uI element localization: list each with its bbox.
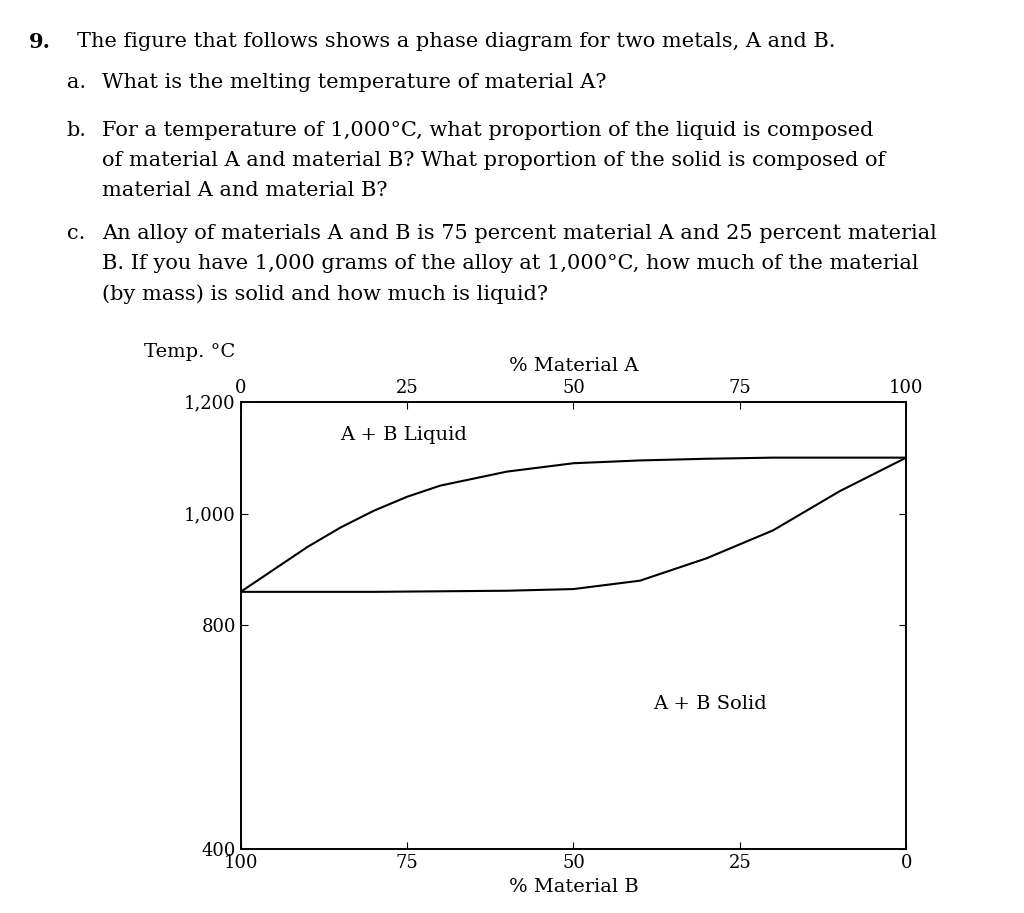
Text: What is the melting temperature of material A?: What is the melting temperature of mater…: [102, 73, 607, 92]
Text: b.: b.: [67, 121, 87, 140]
Text: c.: c.: [67, 224, 85, 243]
Text: a.: a.: [67, 73, 86, 92]
Text: Temp. °C: Temp. °C: [144, 342, 236, 361]
Text: The figure that follows shows a phase diagram for two metals, A and B.: The figure that follows shows a phase di…: [77, 32, 836, 51]
Text: of material A and material B? What proportion of the solid is composed of: of material A and material B? What propo…: [102, 151, 886, 170]
Text: material A and material B?: material A and material B?: [102, 181, 388, 200]
Text: For a temperature of 1,000°C, what proportion of the liquid is composed: For a temperature of 1,000°C, what propo…: [102, 121, 873, 140]
Text: A + B Liquid: A + B Liquid: [340, 426, 467, 445]
Text: 9.: 9.: [29, 32, 50, 52]
X-axis label: % Material A: % Material A: [509, 356, 638, 374]
Text: B. If you have 1,000 grams of the alloy at 1,000°C, how much of the material: B. If you have 1,000 grams of the alloy …: [102, 254, 919, 273]
Text: An alloy of materials A and B is 75 percent material A and 25 percent material: An alloy of materials A and B is 75 perc…: [102, 224, 937, 243]
Text: A + B Solid: A + B Solid: [653, 695, 767, 713]
X-axis label: % Material B: % Material B: [509, 877, 638, 896]
Text: (by mass) is solid and how much is liquid?: (by mass) is solid and how much is liqui…: [102, 284, 549, 304]
